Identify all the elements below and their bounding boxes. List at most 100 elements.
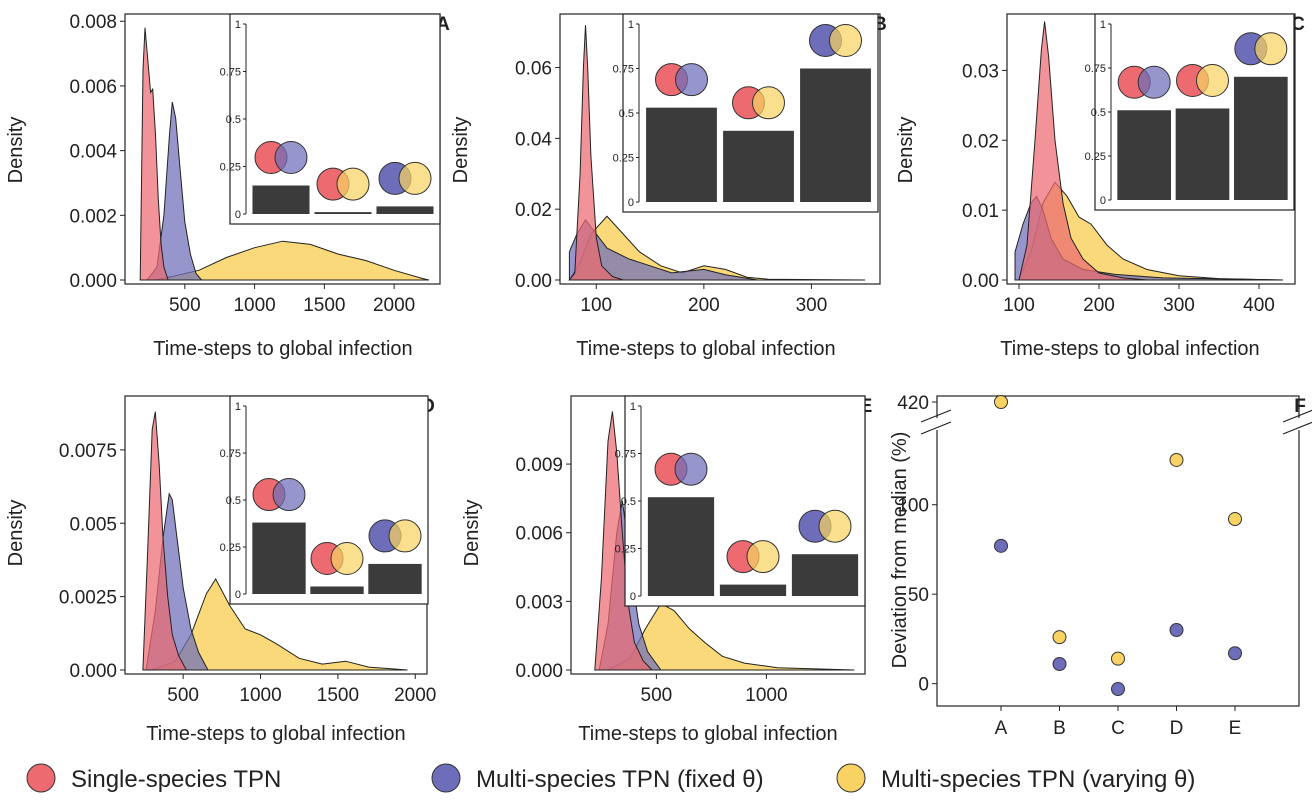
y-tick-label: 0.005 [69,514,117,535]
y-tick-label: 0.04 [515,129,552,150]
venn-circle-fixed [274,141,308,174]
venn-circle-varying [330,541,364,575]
x-tick-label: 400 [1243,295,1275,316]
density-varying [607,602,855,671]
inset-y-tick-label: 0.5 [226,114,241,126]
venn-circle-varying [818,509,852,543]
inset-bar-single-fixed [252,185,310,214]
density-varying [154,240,430,281]
inset-y-tick-label: 1 [630,401,636,413]
y-axis-label: Density [5,117,27,184]
inset-bar-single-fixed [252,522,306,594]
point-varying-E [1228,512,1242,527]
legend-marker-single [26,763,56,793]
y-tick-label: 0.00 [515,271,552,292]
x-tick-label: 100 [1003,295,1035,316]
inset-bar-fixed-varying [800,68,871,202]
y-tick-label: 0.02 [515,200,552,221]
y-tick-label: 0.00 [962,271,999,292]
inset-y-tick-label: 1 [235,19,241,31]
panel-B: 0.00 0.02 0.04 0.06 100 200 300 Time-steps to g… [450,13,887,360]
inset-y-tick-label: 0.75 [613,64,634,76]
y-tick-label: 50 [908,585,929,606]
panel-label: F [1294,396,1306,417]
inset-y-tick-label: 0 [235,209,241,221]
y-tick-label: 0.000 [69,661,117,682]
x-axis-label: Time-steps to global infection [153,338,412,360]
inset-y-tick-label: 0.75 [615,449,636,461]
venn-circle-fixed [1137,65,1171,99]
x-tick-label: 200 [688,295,720,316]
x-axis-label: Time-steps to global infection [576,338,835,360]
y-tick-label: 0 [918,675,929,696]
inset-D: 0 0.25 0.5 0.75 1 [220,395,429,605]
x-tick-label: 500 [169,295,201,316]
y-tick-label: 0.0025 [59,588,117,609]
density-single [568,25,624,281]
point-varying-A [994,395,1008,409]
x-axis-label: Time-steps to global infection [1000,338,1259,360]
y-tick-label: 0.009 [515,455,563,476]
x-tick-label: E [1229,718,1242,739]
legend-label-varying: Multi-species TPN (varying θ) [881,766,1195,793]
inset-y-tick-label: 0.5 [621,496,636,508]
point-fixed-A [994,538,1008,553]
x-tick-label: 300 [1163,295,1195,316]
inset-bar-single-varying [314,212,372,214]
inset-bar-fixed-varying [376,206,434,214]
y-tick-label: 0.01 [962,201,999,222]
inset-A: 0 0.25 0.5 0.75 1 [220,13,441,225]
x-tick-label: 1500 [317,685,359,706]
venn-circle-varying [746,540,780,574]
density-fixed [146,101,203,281]
inset-y-tick-label: 0.25 [613,153,634,165]
y-tick-label: 0.06 [515,59,552,80]
inset-bar-fixed-varying [1234,76,1288,200]
inset-C: 0 0.25 0.5 0.75 1 [1085,13,1295,211]
legend-label-single: Single-species TPN [71,766,281,793]
point-varying-D [1169,452,1184,467]
y-tick-label: 0.03 [962,61,999,82]
inset-y-tick-label: 0.25 [615,544,636,556]
panel-label: C [1291,14,1305,35]
inset-B: 0 0.25 0.5 0.75 1 [613,13,879,213]
point-fixed-B [1052,656,1067,671]
axis-break-gap [923,418,951,430]
inset-y-tick-label: 0.75 [1085,63,1106,75]
x-tick-label: 100 [580,295,612,316]
y-tick-label: 0.006 [69,77,117,98]
venn-circle-fixed [272,478,306,512]
venn-circle-varying [388,519,422,553]
venn-circle-fixed [675,63,708,97]
x-tick-label: 1000 [233,295,275,316]
inset-bar-single-varying [719,584,787,596]
point-varying-B [1052,630,1067,645]
inset-y-tick-label: 0.75 [220,448,241,460]
inset-bar-single-varying [723,130,794,202]
x-tick-label: 500 [167,685,199,706]
x-tick-label: D [1170,718,1184,739]
point-fixed-C [1111,682,1125,697]
legend-marker-varying [836,763,866,793]
inset-y-tick-label: 0.25 [1085,151,1106,163]
venn-circle-fixed [674,452,708,486]
point-fixed-E [1228,646,1242,661]
venn-circle-varying [336,167,370,201]
y-tick-label: 0.02 [962,131,999,152]
inset-y-tick-label: 0 [235,589,241,601]
x-tick-label: 1000 [239,685,281,706]
x-tick-label: 500 [641,685,673,706]
legend-label-fixed: Multi-species TPN (fixed θ) [476,766,764,793]
panel-E: 0.000 0.003 0.006 0.009 500 1000 Time-steps to… [461,395,872,745]
inset-y-tick-label: 0.75 [220,67,241,79]
inset-y-tick-label: 1 [235,401,241,413]
y-axis-label: Density [461,500,483,567]
inset-y-tick-label: 0 [630,591,636,603]
inset-y-tick-label: 0 [1100,195,1106,207]
x-tick-label: 2000 [394,685,436,706]
y-tick-label: 0.002 [69,206,117,227]
venn-circle-varying [398,161,432,195]
legend: Single-species TPN Multi-species TPN (fix… [26,763,1195,793]
axis-break-gap [1285,418,1312,430]
